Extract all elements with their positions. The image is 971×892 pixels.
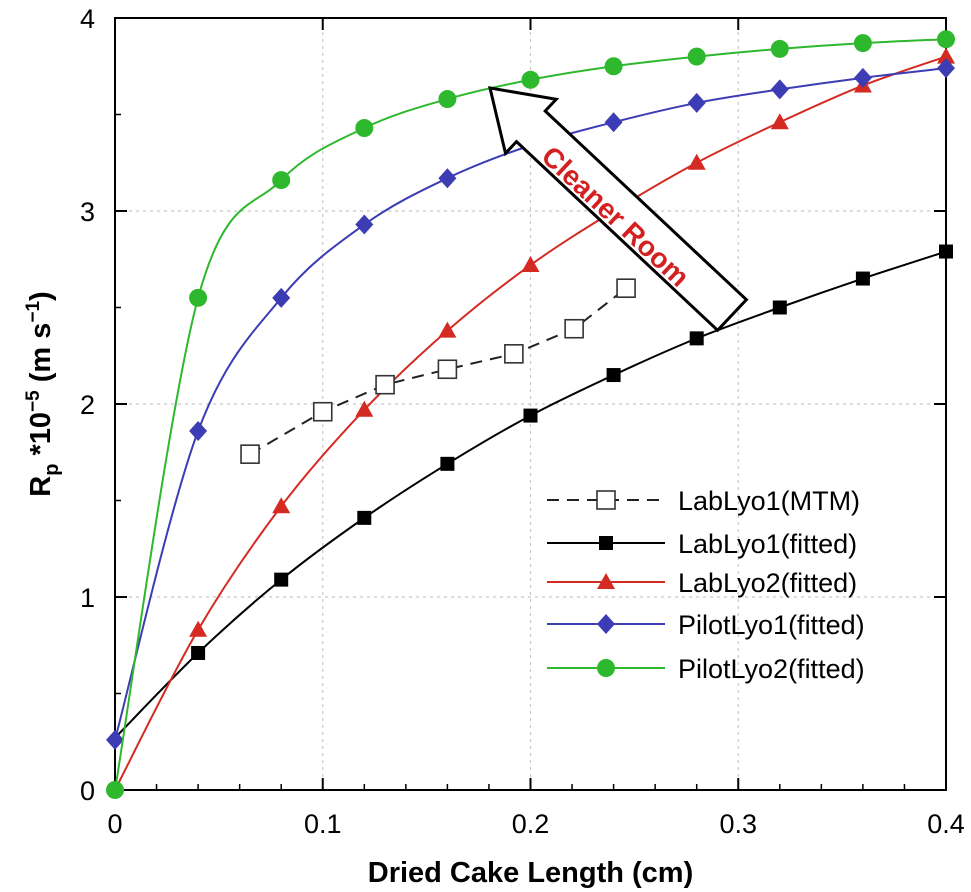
- data-point-pilotlyo1-fitted: [770, 79, 789, 100]
- y-axis-title: Rp *10−5 (m s−1): [23, 291, 63, 496]
- data-point-lablyo1-fitted: [855, 271, 870, 286]
- data-point-pilotlyo2-fitted: [687, 47, 706, 66]
- legend-item-lablyo1-mtm: LabLyo1(MTM): [547, 486, 860, 516]
- data-point-pilotlyo2-fitted: [106, 781, 124, 799]
- data-point-pilotlyo2-fitted: [853, 34, 872, 53]
- data-point-lablyo1-fitted: [274, 572, 289, 587]
- legend-label: LabLyo1(MTM): [678, 486, 860, 516]
- data-point-lablyo2-fitted: [189, 620, 208, 637]
- data-point-pilotlyo1-fitted: [355, 214, 374, 235]
- y-axis-title-exponent: −5: [23, 390, 44, 412]
- x-tick-label: 0.4: [927, 809, 965, 839]
- data-point-lablyo1-fitted: [772, 300, 787, 315]
- data-point-lablyo1-mtm: [312, 401, 333, 422]
- data-point-lablyo1-mtm: [504, 344, 524, 364]
- series-layer: [106, 30, 955, 799]
- data-point-pilotlyo2-fitted: [272, 171, 291, 190]
- data-point-lablyo1-fitted: [191, 645, 206, 660]
- series-pilotlyo2-fitted: [106, 30, 955, 799]
- legend-item-lablyo2-fitted: LabLyo2(fitted): [547, 568, 857, 598]
- data-point-lablyo2-fitted: [521, 256, 540, 273]
- data-point-pilotlyo2-fitted: [189, 288, 208, 307]
- y-tick-label: 1: [80, 583, 95, 613]
- legend-marker: [599, 536, 613, 550]
- legend-item-pilotlyo1-fitted: PilotLyo1(fitted): [547, 610, 865, 640]
- data-point-lablyo2-fitted: [355, 400, 374, 417]
- data-point-lablyo1-fitted: [523, 408, 538, 423]
- data-point-pilotlyo1-fitted: [687, 92, 706, 113]
- data-point-lablyo1-mtm: [240, 444, 260, 464]
- data-point-pilotlyo1-fitted: [272, 287, 291, 308]
- legend-label: PilotLyo1(fitted): [678, 610, 865, 640]
- data-point-lablyo2-fitted: [937, 47, 955, 64]
- x-axis-title: Dried Cake Length (cm): [368, 857, 694, 889]
- series-line-pilotlyo1-fitted: [114, 67, 947, 741]
- data-point-pilotlyo1-fitted: [937, 58, 955, 79]
- y-tick-label: 4: [80, 4, 95, 34]
- legend-label: PilotLyo2(fitted): [678, 654, 865, 684]
- data-point-pilotlyo1-fitted: [189, 421, 208, 442]
- data-point-lablyo1-mtm: [616, 278, 636, 299]
- data-point-lablyo2-fitted: [438, 321, 457, 338]
- y-axis-title-unit: (m s: [25, 323, 57, 391]
- data-point-pilotlyo2-fitted: [355, 119, 374, 138]
- data-point-pilotlyo1-fitted: [438, 168, 457, 189]
- y-tick-label: 3: [80, 197, 95, 227]
- data-point-lablyo2-fitted: [272, 497, 291, 514]
- y-axis-title-main: R: [25, 476, 57, 497]
- data-point-lablyo2-fitted: [687, 153, 706, 170]
- data-point-pilotlyo2-fitted: [604, 57, 623, 76]
- legend-marker: [597, 573, 615, 589]
- y-tick-label: 0: [80, 776, 95, 806]
- legend-marker: [597, 659, 615, 677]
- x-tick-label: 0.3: [719, 809, 757, 839]
- series-lablyo1-mtm: [240, 278, 636, 464]
- data-point-pilotlyo1-fitted: [604, 112, 623, 133]
- y-tick-label: 2: [80, 390, 95, 420]
- legend-marker: [596, 490, 616, 510]
- x-tick-label: 0: [107, 809, 122, 839]
- data-point-lablyo1-fitted: [606, 368, 621, 383]
- data-point-lablyo2-fitted: [770, 113, 789, 130]
- y-axis-title-unit-exponent: −1: [23, 301, 44, 323]
- data-point-lablyo1-mtm: [564, 318, 584, 339]
- y-axis-title-multiplier: *10: [25, 412, 57, 464]
- legend-item-lablyo1-fitted: LabLyo1(fitted): [547, 529, 857, 559]
- x-tick-label: 0.1: [304, 809, 342, 839]
- data-point-lablyo1-fitted: [689, 331, 704, 346]
- data-point-lablyo1-fitted: [939, 244, 953, 259]
- legend: LabLyo1(MTM) LabLyo1(fitted) LabLyo2(fitte…: [547, 486, 865, 684]
- series-pilotlyo1-fitted: [106, 58, 955, 750]
- legend-label: LabLyo1(fitted): [678, 529, 857, 559]
- cleaner-room-label: Cleaner Room: [536, 140, 696, 293]
- data-point-pilotlyo2-fitted: [521, 70, 540, 89]
- series-lablyo1-fitted: [114, 244, 953, 739]
- legend-marker: [597, 614, 615, 634]
- x-tick-label: 0.2: [512, 809, 550, 839]
- y-axis-title-subscript: p: [41, 464, 63, 476]
- axis-ticks: 0 0.1 0.2 0.3 0.4 0 1 2 3 4: [80, 4, 965, 839]
- data-point-lablyo1-mtm: [375, 374, 395, 395]
- data-point-pilotlyo2-fitted: [438, 90, 457, 109]
- data-point-pilotlyo2-fitted: [937, 30, 955, 49]
- data-point-lablyo1-fitted: [357, 510, 372, 525]
- legend-item-pilotlyo2-fitted: PilotLyo2(fitted): [547, 654, 865, 684]
- data-point-lablyo1-fitted: [440, 456, 455, 471]
- cleaner-room-arrow: [488, 86, 749, 333]
- y-axis-title-close: ): [25, 291, 57, 301]
- data-point-pilotlyo1-fitted: [853, 67, 872, 88]
- data-point-lablyo1-mtm: [437, 359, 458, 380]
- data-point-pilotlyo1-fitted: [106, 729, 124, 750]
- legend-label: LabLyo2(fitted): [678, 568, 857, 598]
- data-point-pilotlyo2-fitted: [770, 39, 789, 58]
- series-line-lablyo2-fitted: [114, 55, 947, 791]
